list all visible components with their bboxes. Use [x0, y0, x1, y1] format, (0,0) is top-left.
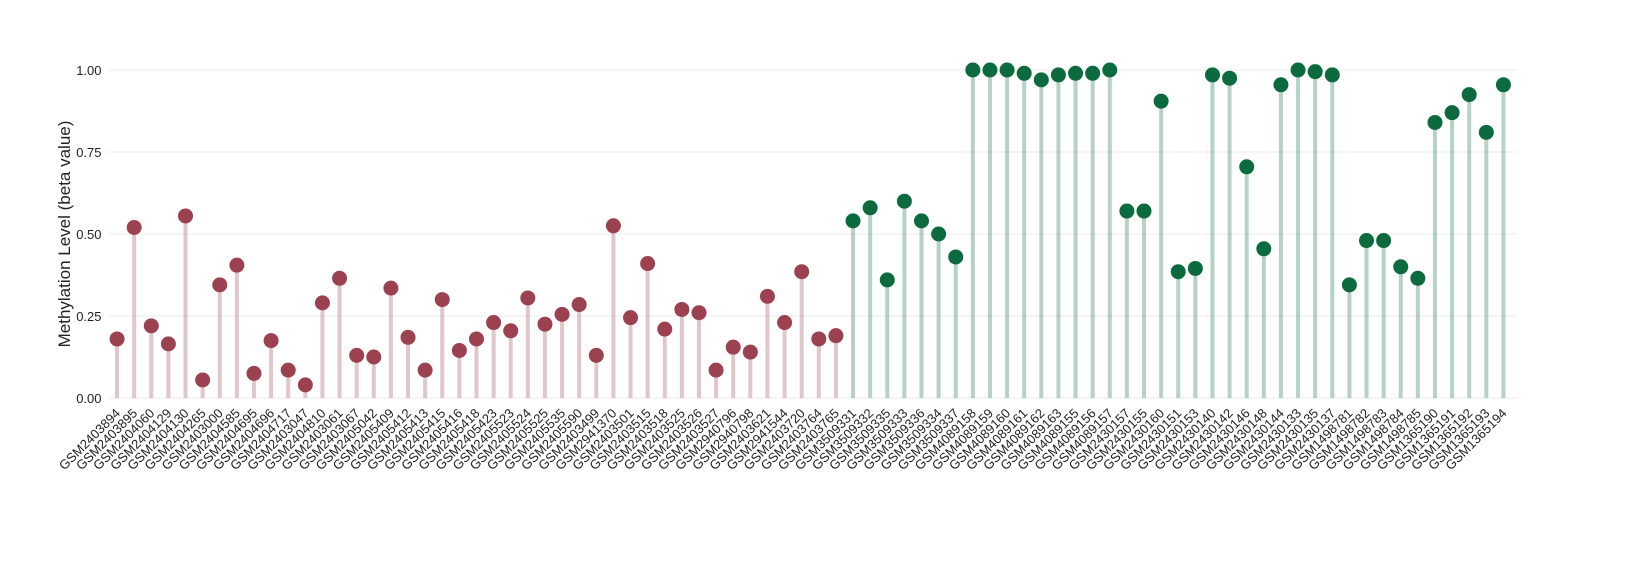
dot	[1307, 64, 1323, 80]
dot	[1461, 87, 1477, 103]
dot	[212, 277, 228, 293]
dot	[896, 193, 912, 209]
dot	[246, 365, 262, 381]
dot	[383, 280, 399, 296]
dot	[828, 328, 844, 344]
dot	[1102, 62, 1118, 78]
dot	[332, 270, 348, 286]
dot	[571, 297, 587, 313]
y-tick-label: 0.25	[76, 309, 101, 324]
dot	[1068, 65, 1084, 81]
dot	[1187, 260, 1203, 276]
dot	[1033, 72, 1049, 88]
dot	[999, 62, 1015, 78]
dot	[1478, 124, 1494, 140]
dot	[520, 290, 536, 306]
dot	[811, 331, 827, 347]
dot	[1341, 277, 1357, 293]
dot	[109, 331, 125, 347]
dot	[468, 331, 484, 347]
y-tick-label: 0.75	[76, 145, 101, 160]
dot	[486, 315, 502, 331]
dot	[1119, 203, 1135, 219]
dot	[948, 249, 964, 265]
dot	[366, 349, 382, 365]
dot	[280, 362, 296, 378]
dot	[1050, 67, 1066, 83]
dot	[879, 272, 895, 288]
dot	[1359, 233, 1375, 249]
dot	[537, 316, 553, 332]
dot	[674, 301, 690, 317]
dot	[965, 62, 981, 78]
dot	[417, 362, 433, 378]
dot	[1170, 264, 1186, 280]
dot	[503, 323, 519, 339]
dot	[451, 342, 467, 358]
dot	[434, 292, 450, 308]
dot	[1085, 65, 1101, 81]
dot	[657, 321, 673, 337]
dot	[1239, 159, 1255, 175]
dot	[794, 264, 810, 280]
y-tick-label: 1.00	[76, 63, 101, 78]
dot	[126, 219, 142, 235]
dot	[1153, 93, 1169, 109]
dot	[588, 347, 604, 363]
dot	[400, 329, 416, 345]
dot	[1273, 77, 1289, 93]
dot	[605, 218, 621, 234]
dot	[708, 362, 724, 378]
dot	[1016, 65, 1032, 81]
dot	[1393, 259, 1409, 275]
dot	[263, 333, 279, 349]
y-tick-label: 0.00	[76, 391, 101, 406]
dot	[195, 372, 211, 388]
dot	[1136, 203, 1152, 219]
dot	[725, 339, 741, 355]
dot	[759, 288, 775, 304]
dot	[143, 318, 159, 334]
dot	[845, 213, 861, 229]
dot	[640, 256, 656, 272]
dot	[914, 213, 930, 229]
dot	[1495, 77, 1511, 93]
dot	[297, 377, 313, 393]
dot	[1444, 105, 1460, 121]
dot	[229, 257, 245, 273]
dot	[1410, 270, 1426, 286]
dot	[1222, 70, 1238, 86]
dot	[742, 344, 758, 360]
y-tick-label: 0.50	[76, 227, 101, 242]
dot	[1204, 67, 1220, 83]
y-axis-label: Methylation Level (beta value)	[55, 121, 74, 348]
dot	[623, 310, 639, 326]
dot	[554, 306, 570, 322]
dot	[178, 208, 194, 224]
dot	[314, 295, 330, 311]
dot	[1427, 114, 1443, 130]
dot	[691, 305, 707, 321]
dot	[862, 200, 878, 216]
dot	[349, 347, 365, 363]
dot	[982, 62, 998, 78]
dot	[777, 315, 793, 331]
dot	[931, 226, 947, 242]
dot	[160, 336, 176, 352]
dot	[1324, 67, 1340, 83]
dot	[1256, 241, 1272, 257]
dot	[1290, 62, 1306, 78]
dot	[1376, 233, 1392, 249]
